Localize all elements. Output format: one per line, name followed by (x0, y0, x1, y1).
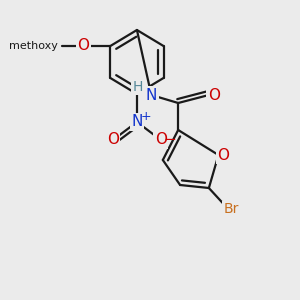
Text: O: O (107, 133, 119, 148)
Text: O: O (77, 38, 89, 53)
Text: +: + (140, 110, 151, 122)
Text: O: O (155, 133, 167, 148)
Text: N: N (131, 115, 142, 130)
Text: O: O (208, 88, 220, 103)
Text: −: − (163, 131, 176, 146)
Text: N: N (146, 88, 157, 103)
Text: methoxy: methoxy (9, 41, 58, 51)
Text: O: O (217, 148, 229, 163)
Text: Br: Br (223, 202, 238, 216)
Text: H: H (133, 80, 143, 94)
